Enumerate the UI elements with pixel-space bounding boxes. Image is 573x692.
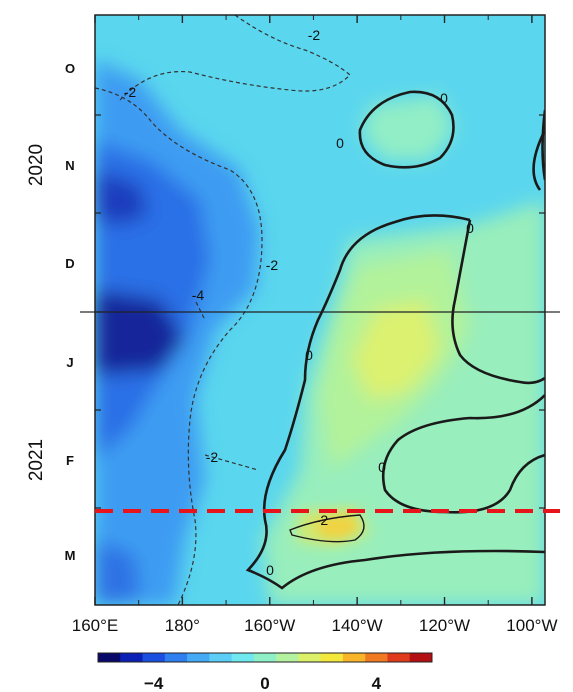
colorbar-swatch — [120, 653, 144, 662]
colorbar-tick-label: 4 — [372, 674, 382, 692]
colorbar: −4 0 4 — [97, 652, 433, 692]
year-label: 2020 — [26, 144, 47, 186]
contour-0-small-warm — [289, 514, 365, 543]
x-tick-label: 180° — [165, 616, 200, 635]
field-cold-south — [95, 540, 140, 605]
contour-label: 0 — [266, 562, 274, 578]
month-label: D — [65, 256, 74, 271]
colorbar-swatch — [253, 653, 277, 662]
y-axis: O N D J F M 2020 2021 — [26, 61, 545, 563]
contour-label: 0 — [440, 90, 448, 106]
zero-contours — [245, 90, 545, 590]
month-label: N — [65, 158, 74, 173]
field-yellow-spot — [298, 508, 368, 545]
contour-label-small: -2 — [316, 512, 329, 528]
plot-frame — [94, 14, 546, 606]
colorbar-swatch — [298, 653, 322, 662]
contour-0-north-east — [541, 109, 545, 181]
month-label: O — [65, 61, 75, 76]
negative-contours — [95, 15, 351, 605]
contour-label: 0 — [466, 220, 474, 236]
contour-label: 0 — [336, 135, 344, 151]
field-cold-core — [95, 290, 185, 375]
colorbar-swatch — [365, 653, 388, 662]
x-tick-label: 160°E — [72, 616, 119, 635]
contour-label: 0 — [305, 347, 313, 363]
colorbar-swatch — [187, 653, 210, 662]
colorbar-swatch — [409, 653, 433, 662]
x-tick-label: 120°W — [419, 616, 470, 635]
contour-neg2-mid — [204, 454, 259, 471]
month-label: F — [66, 453, 74, 468]
contour-label: -4 — [192, 287, 205, 303]
contour-label-layer: 0 0 0 0 0 0 -2 -2 -2 -2 -4 -2 — [124, 27, 474, 578]
field-upper-warm — [362, 95, 455, 160]
contour-neg2-west — [95, 87, 263, 605]
colorbar-swatch — [342, 653, 366, 662]
colorbar-swatch — [209, 653, 233, 662]
field-cold-core-upper — [95, 170, 148, 225]
contour-label: 0 — [378, 459, 386, 475]
contour-0-east-closed — [381, 394, 545, 514]
colorbar-swatch — [98, 653, 121, 662]
contour-neg4 — [195, 301, 206, 321]
contour-0-inner — [451, 219, 545, 385]
contour-label: -2 — [266, 257, 279, 273]
colorbar-swatch — [276, 653, 299, 662]
contour-label: -2 — [124, 84, 137, 100]
colorbar-swatch — [387, 653, 411, 662]
colorbar-tick-label: 0 — [260, 674, 269, 692]
contour-0-closed-north — [358, 90, 455, 169]
colorbar-tick-label: −4 — [144, 674, 164, 692]
year-label: 2021 — [26, 439, 47, 481]
contour-label: -2 — [308, 27, 321, 43]
field-area — [95, 15, 545, 605]
x-axis: 160°E 180° 160°W 140°W 120°W 100°W — [72, 15, 558, 635]
colorbar-swatch — [231, 653, 255, 662]
x-tick-label: 100°W — [506, 616, 557, 635]
colorbar-swatch — [142, 653, 166, 662]
colorbar-frame — [97, 652, 433, 663]
contour-0-main — [245, 214, 545, 590]
month-label: J — [66, 355, 73, 370]
x-tick-label: 160°W — [244, 616, 295, 635]
contour-label: -2 — [206, 449, 219, 465]
colorbar-swatch — [320, 653, 344, 662]
x-tick-label: 140°W — [332, 616, 383, 635]
month-label: M — [65, 548, 76, 563]
field-yellow-core — [352, 300, 440, 400]
colorbar-swatch — [164, 653, 188, 662]
